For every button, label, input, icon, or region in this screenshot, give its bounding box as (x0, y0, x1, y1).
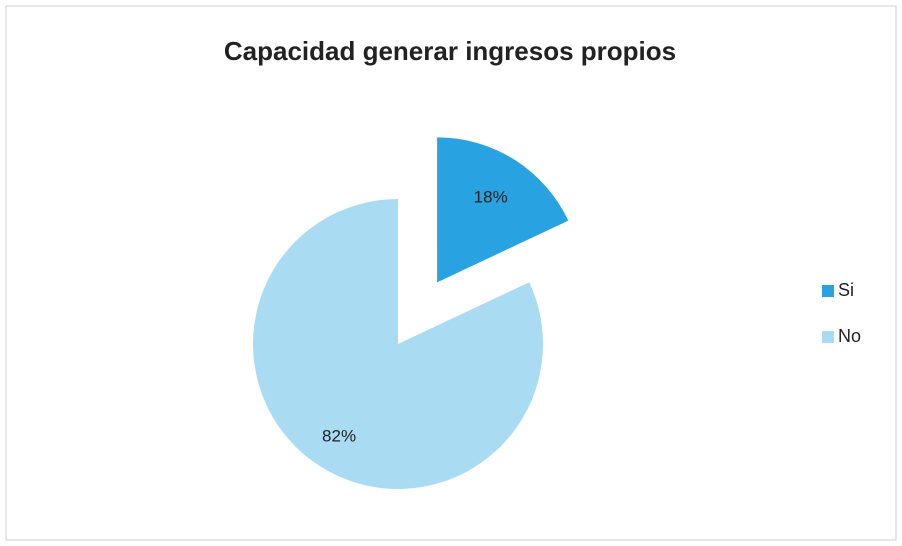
chart-title: Capacidad generar ingresos propios (224, 36, 676, 66)
legend-label: No (838, 326, 861, 346)
legend-swatch (822, 285, 834, 297)
legend-swatch (822, 331, 834, 343)
legend-label: Si (838, 280, 854, 300)
data-label: 82% (322, 426, 356, 445)
data-label: 18% (474, 187, 508, 206)
pie-slice (437, 137, 569, 283)
pie-slice (253, 199, 544, 489)
